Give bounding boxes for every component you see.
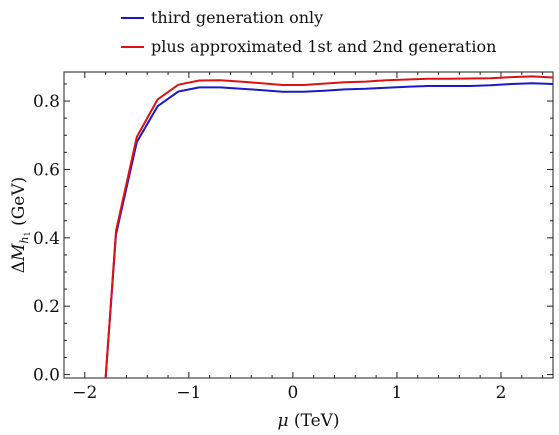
y-axis-label-symbol: M — [9, 243, 29, 262]
y-axis-label-unit: (GeV) — [9, 177, 29, 232]
y-axis-ticks: 0.0 0.2 0.4 0.6 0.8 — [33, 83, 553, 386]
x-axis-label-symbol: μ — [277, 411, 288, 431]
y-axis-label: ΔMh1 (GeV) — [9, 177, 32, 273]
y-tick-label: 0.6 — [33, 160, 60, 180]
series-line-2 — [104, 75, 553, 378]
plot-frame — [63, 71, 554, 379]
y-tick-label: 0.0 — [33, 366, 60, 386]
y-tick-label: 0.4 — [33, 229, 60, 249]
x-tick-label: 0 — [287, 383, 298, 403]
y-axis-label-subscript-index: 1 — [23, 231, 32, 236]
x-tick-label: −1 — [176, 383, 201, 403]
y-axis-label-subscript: h — [18, 236, 31, 243]
legend-label-2: plus approximated 1st and 2nd generation — [151, 37, 496, 56]
x-axis-label-unit: (TeV) — [289, 411, 340, 431]
x-tick-label: 1 — [392, 383, 403, 403]
series-lines — [104, 75, 553, 378]
x-tick-label: 2 — [496, 383, 507, 403]
plot-border — [63, 71, 554, 379]
y-tick-label: 0.2 — [33, 297, 60, 317]
x-tick-label: −2 — [72, 383, 97, 403]
legend: third generation only plus approximated 1… — [121, 8, 496, 56]
series-line-1 — [104, 82, 553, 378]
x-axis-label: μ (TeV) — [277, 411, 339, 431]
y-tick-label: 0.8 — [33, 92, 60, 112]
legend-label-1: third generation only — [151, 8, 323, 27]
x-axis-ticks: −2 −1 0 1 2 — [63, 72, 544, 403]
y-axis-label-delta: Δ — [9, 261, 29, 273]
